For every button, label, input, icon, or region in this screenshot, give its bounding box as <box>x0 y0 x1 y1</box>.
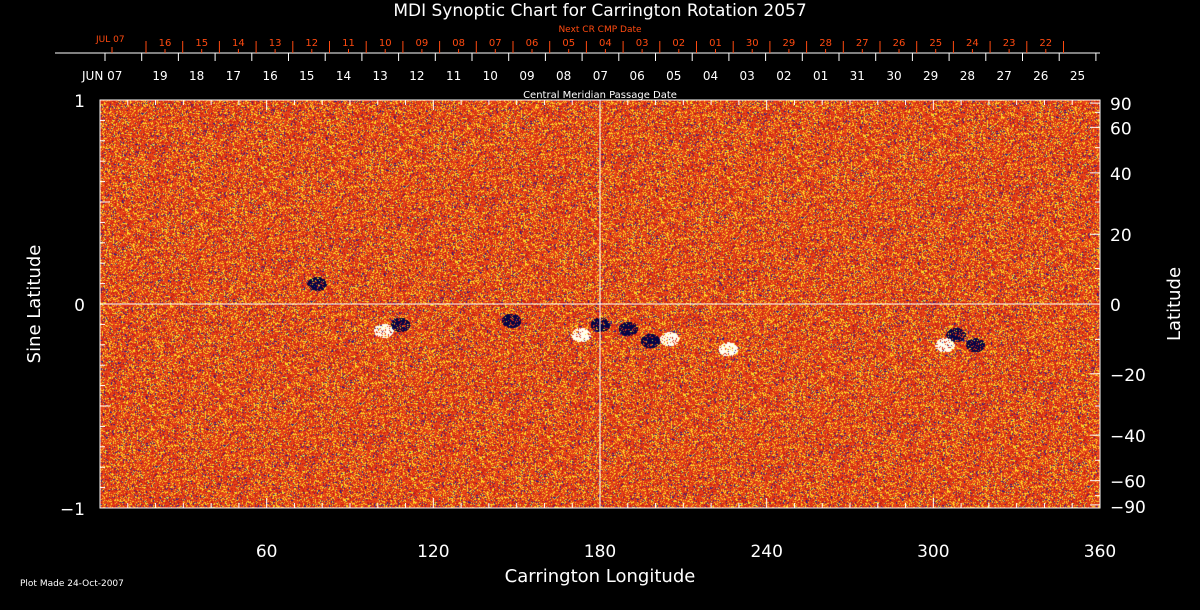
top-axis-tick-label: 12 <box>409 69 424 83</box>
top-axis-tick-label: 04 <box>703 69 718 83</box>
next-axis-tick-label: 12 <box>305 38 318 49</box>
top-axis-tick-label: 10 <box>483 69 498 83</box>
next-axis-tick-label: 25 <box>929 38 942 49</box>
top-axis-tick-label: 27 <box>996 69 1011 83</box>
y-tick-label: 1 <box>74 92 85 112</box>
top-axis-tick-label: 19 <box>152 69 167 83</box>
next-axis-tick-label: 14 <box>232 38 245 49</box>
y2-tick-label: −90 <box>1110 498 1146 518</box>
next-axis-tick-label: 24 <box>966 38 979 49</box>
next-axis-tick-label: 03 <box>636 38 649 49</box>
next-axis-label: Next CR CMP Date <box>558 25 642 35</box>
top-axis-tick-label: 18 <box>189 69 204 83</box>
next-axis-tick-label: 28 <box>819 38 832 49</box>
top-axis-tick-label: 30 <box>886 69 901 83</box>
x-axis-label: Carrington Longitude <box>505 566 696 587</box>
y2-tick-label: 90 <box>1110 95 1132 115</box>
next-axis-tick-label: 29 <box>783 38 796 49</box>
next-axis-tick-label: 30 <box>746 38 759 49</box>
top-axis-tick-label: 02 <box>776 69 791 83</box>
top-axis-tick-label: 16 <box>262 69 277 83</box>
next-axis-tick-label: 01 <box>709 38 722 49</box>
next-axis-tick-label: 13 <box>269 38 282 49</box>
chart-title: MDI Synoptic Chart for Carrington Rotati… <box>393 1 806 21</box>
next-axis-tick-label: 07 <box>489 38 502 49</box>
next-axis-start: JUL 07 <box>95 35 125 45</box>
plot-made-note: Plot Made 24-Oct-2007 <box>20 579 124 589</box>
top-axis-tick-label: 31 <box>850 69 865 83</box>
x-tick-label: 360 <box>1084 542 1116 562</box>
next-axis-tick-label: 05 <box>562 38 575 49</box>
y2-axis-label: Latitude <box>1164 267 1185 341</box>
next-axis-tick-label: 02 <box>672 38 685 49</box>
next-axis-tick-label: 26 <box>893 38 906 49</box>
next-axis-tick-label: 09 <box>416 38 429 49</box>
top-axis-tick-label: 06 <box>629 69 644 83</box>
next-axis-tick-label: 27 <box>856 38 869 49</box>
next-axis-tick-label: 10 <box>379 38 392 49</box>
top-axis-tick-label: 15 <box>299 69 314 83</box>
y-axis-label: Sine Latitude <box>24 245 45 364</box>
next-axis-tick-label: 08 <box>452 38 465 49</box>
top-axis-tick-label: 05 <box>666 69 681 83</box>
y2-tick-label: −40 <box>1110 427 1146 447</box>
next-axis-tick-label: 06 <box>526 38 539 49</box>
top-axis-tick-label: 07 <box>593 69 608 83</box>
top-axis-tick-label: 01 <box>813 69 828 83</box>
top-axis-tick-label: 13 <box>373 69 388 83</box>
y2-tick-label: 40 <box>1110 165 1132 185</box>
top-axis-tick-label: 29 <box>923 69 938 83</box>
x-tick-label: 300 <box>917 542 949 562</box>
top-axis-tick-label: 11 <box>446 69 461 83</box>
top-axis-tick-label: 17 <box>226 69 241 83</box>
y2-tick-label: 20 <box>1110 226 1132 246</box>
x-tick-label: 180 <box>584 542 616 562</box>
y2-tick-label: −60 <box>1110 473 1146 493</box>
y2-tick-label: 60 <box>1110 119 1132 139</box>
x-tick-label: 60 <box>256 542 278 562</box>
top-axis-tick-label: 25 <box>1070 69 1085 83</box>
top-axis-label: Central Meridian Passage Date <box>523 90 677 101</box>
top-axis-tick-label: 14 <box>336 69 351 83</box>
top-axis-tick-label: 09 <box>519 69 534 83</box>
top-axis-tick-label: 03 <box>740 69 755 83</box>
next-axis-tick-label: 16 <box>159 38 172 49</box>
x-tick-label: 120 <box>417 542 449 562</box>
y-tick-label: −1 <box>60 500 85 520</box>
top-axis-tick-label: 28 <box>960 69 975 83</box>
next-axis-tick-label: 04 <box>599 38 612 49</box>
top-axis-tick-label: 08 <box>556 69 571 83</box>
x-tick-label: 240 <box>750 542 782 562</box>
next-axis-tick-label: 22 <box>1039 38 1052 49</box>
y2-tick-label: −20 <box>1110 366 1146 386</box>
next-axis-tick-label: 23 <box>1003 38 1016 49</box>
next-axis-tick-label: 15 <box>195 38 208 49</box>
top-axis-tick-label: 26 <box>1033 69 1048 83</box>
next-axis-tick-label: 11 <box>342 38 355 49</box>
y-tick-label: 0 <box>74 296 85 316</box>
y2-tick-label: 0 <box>1110 296 1121 316</box>
top-axis-start: JUN 07 <box>81 69 122 83</box>
